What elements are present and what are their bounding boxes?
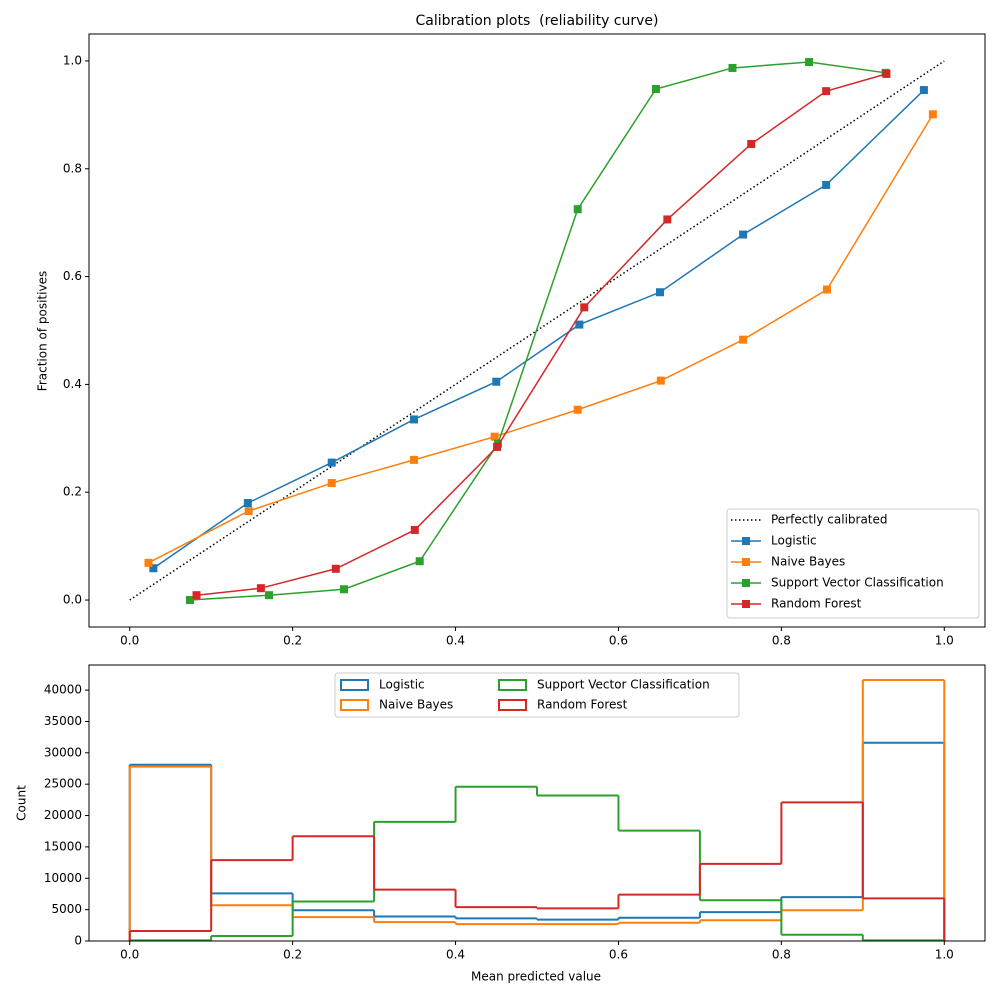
plot-frame	[88, 664, 986, 942]
x-tick-label: 0.8	[772, 948, 791, 962]
point-marker	[327, 479, 336, 488]
y-tick-label: 0.2	[63, 485, 82, 499]
x-axis-label: Mean predicted value	[471, 970, 601, 984]
point-marker	[822, 180, 831, 189]
series-line	[196, 73, 887, 596]
y-tick-label: 0.8	[63, 161, 82, 175]
y-tick-label: 25000	[44, 777, 82, 791]
y-axis-label: Fraction of positives	[36, 271, 50, 391]
x-tick-label: 0.2	[283, 948, 302, 962]
legend-swatch	[340, 699, 369, 711]
point-marker	[663, 215, 672, 224]
point-marker	[149, 564, 158, 573]
legend-marker	[742, 558, 750, 566]
chart-title: Calibration plots (reliability curve)	[416, 13, 659, 29]
series-line	[148, 113, 934, 564]
point-marker	[651, 84, 660, 93]
legend-marker	[742, 537, 750, 545]
series-line	[152, 89, 925, 569]
y-tick-label: 40000	[44, 683, 82, 697]
point-marker	[186, 596, 195, 605]
point-marker	[144, 558, 153, 567]
y-axis-label: Count	[15, 785, 29, 821]
x-tick-label: 0.4	[446, 948, 465, 962]
legend-marker	[742, 600, 750, 608]
point-marker	[573, 205, 582, 214]
point-marker	[822, 87, 831, 96]
point-marker	[739, 230, 748, 239]
point-marker	[490, 432, 499, 441]
legend-label: Random Forest	[537, 698, 628, 712]
y-tick-label: 0.4	[63, 377, 82, 391]
legend-swatch	[498, 679, 527, 691]
legend-box	[726, 508, 980, 619]
x-tick-label: 0.2	[283, 634, 302, 648]
point-marker	[265, 591, 274, 600]
x-tick-label: 0.0	[120, 634, 139, 648]
legend-label: Logistic	[771, 534, 817, 548]
point-marker	[243, 499, 252, 508]
point-marker	[656, 376, 665, 385]
y-tick-label: 30000	[44, 745, 82, 759]
point-marker	[747, 139, 756, 148]
legend-swatch	[340, 679, 369, 691]
legend-label: Support Vector Classification	[771, 576, 944, 590]
y-tick-label: 0.0	[63, 593, 82, 607]
point-marker	[331, 564, 340, 573]
x-tick-label: 1.0	[935, 948, 954, 962]
point-marker	[928, 110, 937, 119]
x-tick-label: 1.0	[935, 634, 954, 648]
point-marker	[410, 455, 419, 464]
x-tick-label: 0.8	[772, 634, 791, 648]
plot-frame	[88, 33, 986, 628]
legend-label: Support Vector Classification	[537, 678, 710, 692]
legend-label: Naive Bayes	[771, 555, 845, 569]
y-tick-label: 10000	[44, 871, 82, 885]
point-marker	[655, 288, 664, 297]
point-marker	[410, 525, 419, 534]
point-marker	[192, 591, 201, 600]
y-tick-label: 35000	[44, 714, 82, 728]
x-tick-label: 0.6	[609, 948, 628, 962]
y-tick-label: 20000	[44, 808, 82, 822]
x-tick-label: 0.4	[446, 634, 465, 648]
y-tick-label: 0	[74, 934, 82, 948]
point-marker	[493, 442, 502, 451]
x-tick-label: 0.0	[120, 948, 139, 962]
point-marker	[327, 458, 336, 467]
point-marker	[580, 303, 589, 312]
point-marker	[492, 377, 501, 386]
point-marker	[739, 335, 748, 344]
point-marker	[882, 69, 891, 78]
legend-swatch	[498, 699, 527, 711]
legend-label: Naive Bayes	[379, 698, 453, 712]
point-marker	[410, 415, 419, 424]
legend-marker	[742, 579, 750, 587]
y-tick-label: 0.6	[63, 269, 82, 283]
legend-label: Logistic	[379, 678, 425, 692]
point-marker	[244, 507, 253, 516]
point-marker	[339, 585, 348, 594]
x-tick-label: 0.6	[609, 634, 628, 648]
point-marker	[728, 63, 737, 72]
point-marker	[822, 285, 831, 294]
series-line	[189, 61, 886, 601]
point-marker	[575, 320, 584, 329]
point-marker	[919, 86, 928, 95]
legend-box	[334, 672, 740, 718]
y-tick-label: 5000	[51, 902, 82, 916]
legend-label: Random Forest	[771, 597, 862, 611]
y-tick-label: 15000	[44, 839, 82, 853]
point-marker	[415, 557, 424, 566]
legend-label: Perfectly calibrated	[771, 513, 888, 527]
point-marker	[805, 58, 814, 67]
point-marker	[573, 405, 582, 414]
point-marker	[256, 584, 265, 593]
y-tick-label: 1.0	[63, 53, 82, 67]
